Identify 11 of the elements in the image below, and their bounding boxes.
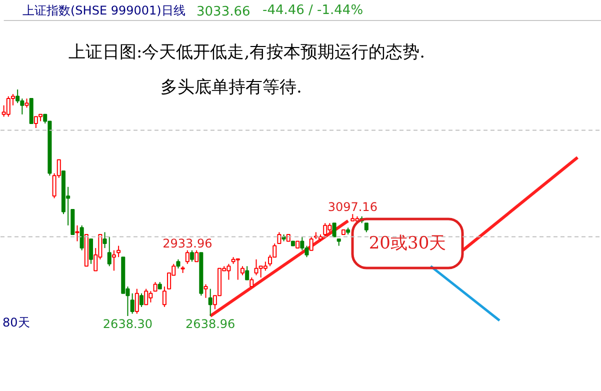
text: 2638.30 [102, 317, 153, 331]
annotation: 多头底单持有等待. [160, 78, 302, 98]
annotation: 80天 [2, 316, 30, 330]
text: 3097.16 [328, 200, 378, 214]
text: 2933.96 [162, 236, 212, 250]
annotation: 20或30天 [368, 234, 446, 254]
chart-title: 上证指数(SHSE 999001)日线 [22, 4, 186, 18]
text: 上证日图:今天低开低走,有按本预期运行的态势. [68, 42, 426, 62]
text: 2638.96 [186, 317, 236, 331]
text: 3033.66 [196, 4, 250, 20]
text: -44.46 / -1.44% [262, 3, 364, 18]
